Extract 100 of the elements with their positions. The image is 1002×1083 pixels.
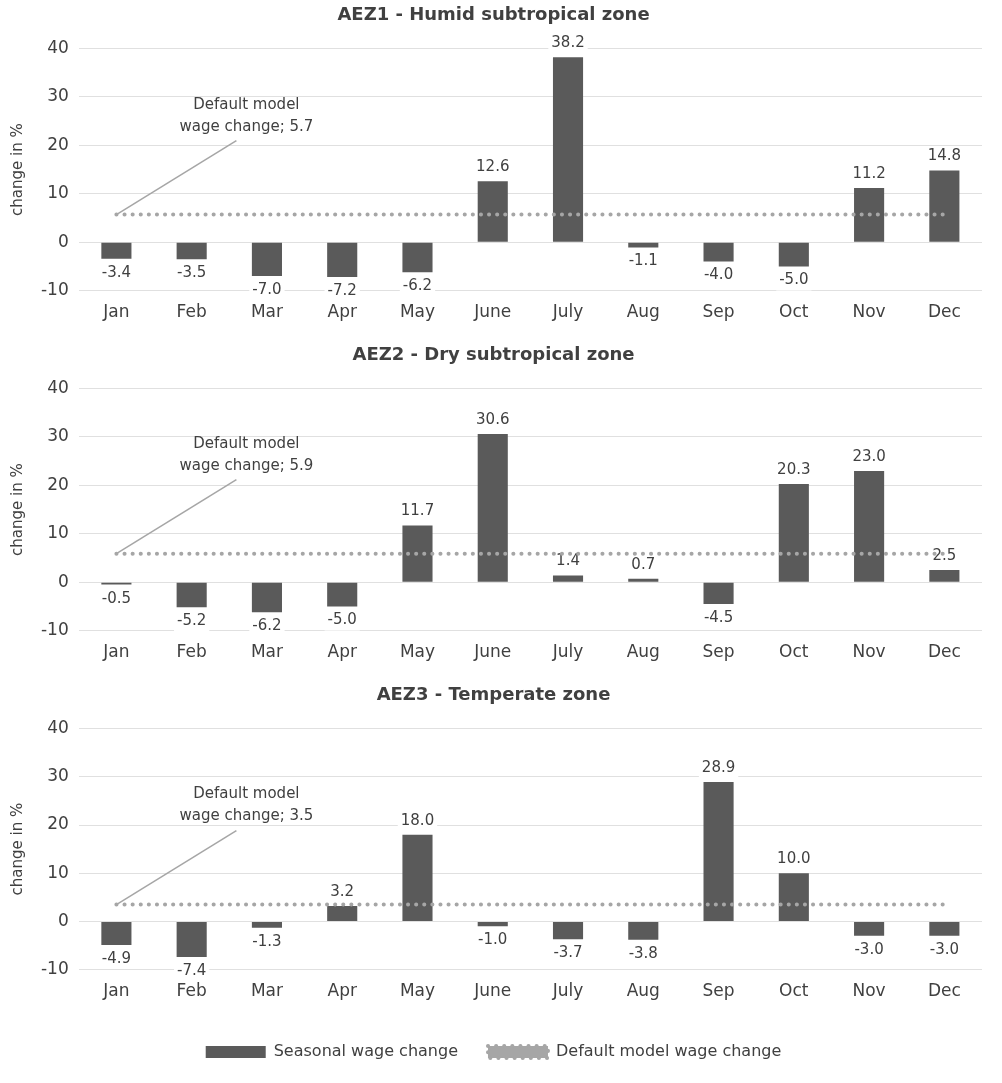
x-tick-label: Oct	[779, 980, 809, 1001]
bar	[251, 582, 282, 613]
x-tick-label: Nov	[852, 641, 886, 662]
bar	[176, 242, 207, 260]
x-tick-label: Oct	[779, 641, 809, 662]
y-tick-label: 40	[47, 717, 69, 738]
data-label: 38.2	[551, 33, 585, 52]
bar	[402, 834, 433, 921]
y-tick-label: -10	[40, 619, 69, 640]
bar	[327, 582, 358, 607]
data-label: -1.3	[252, 931, 282, 950]
y-tick-label: -10	[40, 279, 69, 300]
bar	[703, 242, 734, 262]
x-tick-label: Dec	[927, 301, 961, 322]
bar	[251, 921, 282, 928]
x-tick-label: Nov	[852, 980, 886, 1001]
x-tick-label: Aug	[626, 301, 660, 322]
data-label: 0.7	[631, 554, 656, 573]
chart-title: AEZ1 - Humid subtropical zone	[337, 3, 650, 25]
bar	[854, 470, 885, 582]
x-tick-label: Nov	[852, 301, 886, 322]
x-tick-label: May	[399, 980, 436, 1001]
bar	[628, 921, 659, 940]
data-label: 3.2	[330, 881, 355, 900]
data-label: -4.9	[101, 948, 132, 967]
x-tick-label: July	[551, 641, 584, 662]
bar	[327, 242, 358, 278]
legend-label: Seasonal wage change	[273, 1041, 458, 1061]
data-label: 28.9	[701, 757, 736, 776]
bar	[327, 905, 358, 921]
data-label: -3.7	[553, 943, 583, 962]
data-label: 11.7	[400, 501, 435, 520]
x-tick-label: Dec	[927, 980, 961, 1001]
data-label: -7.2	[327, 280, 357, 299]
x-tick-label: Jan	[102, 980, 130, 1001]
bar	[778, 242, 809, 267]
x-tick-label: Feb	[176, 641, 207, 662]
bar	[703, 782, 734, 921]
bar	[628, 578, 659, 582]
y-tick-label: 20	[47, 473, 69, 494]
x-tick-label: Sep	[702, 301, 735, 322]
bar	[628, 242, 659, 248]
x-tick-label: Oct	[779, 301, 809, 322]
bar	[778, 483, 809, 582]
bar	[929, 921, 960, 936]
y-axis-title: change in %	[7, 463, 26, 556]
x-tick-label: Mar	[250, 980, 283, 1001]
bar	[477, 434, 508, 582]
y-tick-label: 10	[47, 861, 69, 882]
data-label: 23.0	[852, 446, 886, 465]
data-label: 12.6	[476, 157, 510, 176]
y-tick-label: 30	[47, 765, 69, 786]
bar	[477, 921, 508, 927]
bar	[854, 187, 885, 242]
x-tick-label: June	[473, 641, 512, 662]
bar	[552, 921, 584, 940]
annotation: Default model wage change; 5.9	[179, 433, 314, 474]
x-tick-label: June	[473, 301, 512, 322]
data-label: -7.0	[252, 279, 282, 298]
data-label: 18.0	[400, 810, 435, 829]
annotation: Default model wage change; 5.7	[179, 94, 314, 135]
data-label: 14.8	[927, 146, 962, 165]
x-tick-label: Mar	[250, 301, 283, 322]
y-tick-label: 30	[47, 425, 69, 446]
y-tick-label: -10	[40, 958, 69, 979]
y-axis-title: change in %	[7, 802, 26, 896]
y-tick-label: 40	[47, 377, 69, 398]
data-label: -5.2	[177, 611, 207, 630]
bar	[778, 873, 809, 921]
x-tick-label: Dec	[927, 641, 961, 662]
x-tick-label: Apr	[327, 641, 357, 662]
bar	[552, 57, 584, 242]
bar	[552, 575, 584, 582]
data-label: 10.0	[777, 849, 811, 868]
x-tick-label: Aug	[626, 980, 660, 1001]
x-tick-label: May	[399, 641, 436, 662]
legend-label: Default model wage change	[555, 1041, 782, 1061]
bar	[477, 181, 508, 242]
data-label: 11.2	[852, 163, 886, 182]
bar	[251, 242, 282, 277]
data-label: 30.6	[476, 409, 510, 428]
data-label: 20.3	[777, 459, 811, 478]
y-axis-title: change in %	[7, 123, 26, 216]
bar	[101, 242, 132, 259]
bar	[402, 242, 433, 273]
x-tick-label: Feb	[176, 301, 207, 322]
data-label: 2.5	[932, 545, 957, 564]
y-tick-label: 40	[47, 37, 69, 58]
bar	[176, 582, 207, 608]
bar	[176, 921, 207, 958]
y-tick-label: 10	[47, 182, 69, 203]
x-tick-label: June	[473, 980, 512, 1001]
annotation: Default model wage change; 3.5	[179, 784, 314, 825]
data-label: -5.0	[779, 270, 809, 289]
data-label: -4.0	[703, 265, 734, 284]
y-tick-label: 20	[47, 133, 69, 154]
bar	[929, 170, 960, 242]
y-tick-label: 0	[57, 909, 69, 930]
data-label: -6.2	[402, 276, 433, 295]
chart-title: AEZ2 - Dry subtropical zone	[352, 343, 635, 365]
